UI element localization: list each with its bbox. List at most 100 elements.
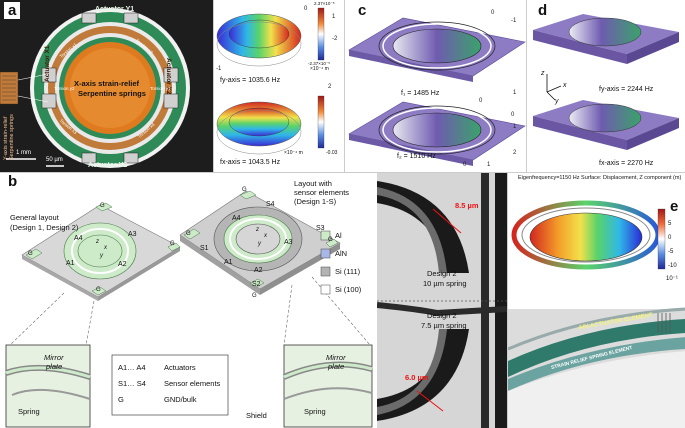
center-subtitle: Serpentine springs xyxy=(78,89,146,98)
chip2-label: G xyxy=(186,231,191,237)
chip2-label: A4 xyxy=(232,215,241,222)
key-row-value: GND/bulk xyxy=(164,395,197,404)
axis-y: y xyxy=(555,98,559,105)
freq-d-bottom: fx-axis = 2270 Hz xyxy=(599,160,654,167)
c-tick: 0 xyxy=(463,162,467,168)
panel-d: z x y fy-axis = 2244 Hz fx-axis = 2270 H… xyxy=(526,0,685,172)
chip2-label: S2 xyxy=(252,281,261,288)
shield-label: Shield xyxy=(246,411,267,420)
freq-f1: f₁ = 1485 Hz xyxy=(401,90,440,97)
panel-label-e: e xyxy=(668,198,681,215)
c-tick: 1 xyxy=(513,90,517,96)
axis-tick: 2 xyxy=(328,84,332,90)
spring-tag: Torsion y1 xyxy=(150,86,171,91)
chip1-label: z xyxy=(96,239,99,245)
freq-top: fy-axis = 1035.6 Hz xyxy=(220,77,281,84)
axis-tick: 1 xyxy=(332,14,336,20)
e-header: Eigenfrequency=1150 Hz Surface: Displace… xyxy=(518,175,682,181)
zoom-left-mirror: Mirror xyxy=(44,353,64,362)
chip1-label: G xyxy=(28,251,33,257)
panel-c: f₁ = 1485 Hz f₂ = 1510 Hz 0 -1 1 0 0 1 2… xyxy=(344,0,526,172)
chip2-label: S4 xyxy=(266,201,275,208)
center-title: X-axis strain-relief xyxy=(74,79,140,88)
colorbar-max: 2.37×10⁻⁵ xyxy=(314,1,335,6)
chip1-label: G xyxy=(170,241,175,247)
chip1-label: G xyxy=(100,203,105,209)
measure-bottom: 6.0 µm xyxy=(405,373,429,382)
chip1-label: A1 xyxy=(66,260,75,267)
freq-d-top: fy-axis = 2244 Hz xyxy=(599,86,654,93)
axis-tick: -1 xyxy=(216,66,222,72)
c-tick: 2 xyxy=(513,150,517,156)
panel-label-b: b xyxy=(4,173,22,190)
key-row-key: A1… A4 xyxy=(118,363,146,372)
chip2-label: y xyxy=(258,241,261,247)
spring-bottom: 7.5 µm spring xyxy=(421,321,467,330)
design-bottom: Design 2 xyxy=(427,311,457,320)
general-layout-sub: (Design 1, Design 2) xyxy=(10,223,79,232)
chip2-label: G xyxy=(328,237,333,243)
zoom-right-plate: plate xyxy=(328,362,345,371)
mirror-layout-drawing xyxy=(0,8,190,168)
zoom-right-spring: Spring xyxy=(304,407,326,416)
c-tick: 0 xyxy=(479,98,483,104)
colorbar-min: -2.37×10⁻⁵ xyxy=(308,61,331,66)
scale-1mm: 1 mm xyxy=(16,150,31,156)
chip2-label: A1 xyxy=(224,259,233,266)
c-tick: 0 xyxy=(491,10,495,16)
panel-a-layout: Actuator Y1 Actuator Y2 Actuator X1 Actu… xyxy=(0,0,213,172)
chip2-label: S1 xyxy=(200,245,209,252)
actuator-y2-label: Actuator Y2 xyxy=(88,162,128,169)
chip2-label: A2 xyxy=(254,267,263,274)
legend-aln: AlN xyxy=(335,249,348,258)
panel-a-simulations: fy-axis = 1035.6 Hz fx-axis = 1043.5 Hz … xyxy=(213,0,344,172)
colorbar-min-bottom: -0.03 xyxy=(326,150,338,156)
scale-bottom: ×10⁻⁴ m xyxy=(284,150,303,156)
freq-bottom: fx-axis = 1043.5 Hz xyxy=(220,159,281,166)
axis-x: x xyxy=(563,82,567,89)
mode-shape-drawings xyxy=(216,7,325,155)
e-colorbar-tick: 0 xyxy=(668,235,672,241)
panel-label-c: c xyxy=(354,2,371,19)
chip1-label: A2 xyxy=(118,261,127,268)
zoom-left-spring: Spring xyxy=(18,407,40,416)
spring-top: 10 µm spring xyxy=(423,279,467,288)
micrograph-drawing xyxy=(377,173,507,428)
key-row-key: G xyxy=(118,395,124,404)
scale-50um: 50 µm xyxy=(46,157,63,163)
e-colorbar-tick: -10 xyxy=(668,263,677,269)
axis-tick: -2 xyxy=(332,36,338,42)
axis-z: z xyxy=(541,70,545,77)
chip1-label: A4 xyxy=(74,235,83,242)
zoom-left-plate: plate xyxy=(46,362,63,371)
actuator-x1-label: Actuator X1 xyxy=(44,45,51,82)
panel-micrograph: 8.5 µm Design 2 10 µm spring Design 2 7.… xyxy=(377,172,507,428)
mode-c-drawings xyxy=(348,17,526,166)
legend-al: Al xyxy=(335,231,342,240)
scale-top: ×10⁻⁴ m xyxy=(310,66,329,72)
chip2-label: G xyxy=(252,293,257,299)
spring-tag: Torsion y2 xyxy=(54,86,75,91)
panel-e: Eigenfrequency=1150 Hz Surface: Displace… xyxy=(507,172,685,428)
chip1-label: x xyxy=(104,245,107,251)
chip2-label: S3 xyxy=(316,225,325,232)
mode-d-drawings xyxy=(533,14,679,150)
chip2-label: G xyxy=(242,187,247,193)
c-tick: 0 xyxy=(511,112,515,118)
legend-si111: Si (111) xyxy=(335,267,361,276)
c-tick: 1 xyxy=(513,124,517,130)
freq-f2: f₂ = 1510 Hz xyxy=(397,153,436,160)
chip2-label: A3 xyxy=(284,239,293,246)
e-colorbar-tick: -5 xyxy=(668,249,674,255)
chip1-label: A3 xyxy=(128,231,137,238)
actuator-y1-label: Actuator Y1 xyxy=(95,6,135,13)
measure-top: 8.5 µm xyxy=(455,201,479,210)
design-top: Design 2 xyxy=(427,269,457,278)
sensor-layout-design: (Design 1-S) xyxy=(294,197,337,206)
key-row-value: Actuators xyxy=(164,363,196,372)
zoom-right-mirror: Mirror xyxy=(326,353,346,362)
panel-label-d: d xyxy=(534,2,552,19)
legend-si100: Si (100) xyxy=(335,285,362,294)
general-layout-title: General layout xyxy=(10,213,59,222)
e-colorbar-tick: 5 xyxy=(668,221,672,227)
